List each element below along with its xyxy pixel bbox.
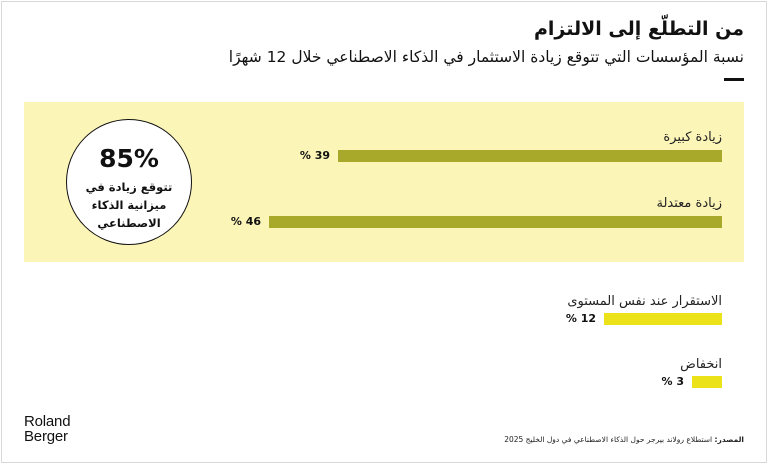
callout-circle: 85% تتوقع زيادة في ميزانية الذكاء الاصطن…: [66, 119, 192, 245]
value-label: 39 %: [299, 149, 330, 162]
source-label: المصدر:: [714, 435, 744, 444]
callout-value: 85%: [99, 144, 159, 173]
page-subtitle: نسبة المؤسسات التي تتوقع زيادة الاستثمار…: [228, 48, 744, 66]
bar: [604, 313, 722, 325]
category-label: الاستقرار عند نفس المستوى: [567, 294, 722, 309]
bar: [269, 216, 722, 228]
bar: [338, 150, 722, 162]
source-note: المصدر: استطلاع رولاند بيرجر حول الذكاء …: [504, 435, 744, 444]
logo-line-1: Roland: [24, 413, 71, 430]
category-label: انخفاض: [680, 357, 722, 372]
category-label: زيادة كبيرة: [663, 130, 722, 145]
bar: [692, 376, 722, 388]
callout-text: تتوقع زيادة في ميزانية الذكاء الاصطناعي: [85, 180, 173, 230]
source-text: استطلاع رولاند بيرجر حول الذكاء الاصطناع…: [504, 435, 715, 444]
roland-berger-logo: Roland Berger: [24, 413, 71, 445]
category-label: زيادة معتدلة: [656, 196, 722, 211]
value-label: 46 %: [230, 215, 261, 228]
title-underline: [724, 78, 744, 81]
value-label: 12 %: [565, 312, 596, 325]
page-title: من التطلّع إلى الالتزام: [533, 18, 744, 40]
logo-line-2: Berger: [24, 428, 68, 445]
value-label: 3 %: [661, 375, 684, 388]
